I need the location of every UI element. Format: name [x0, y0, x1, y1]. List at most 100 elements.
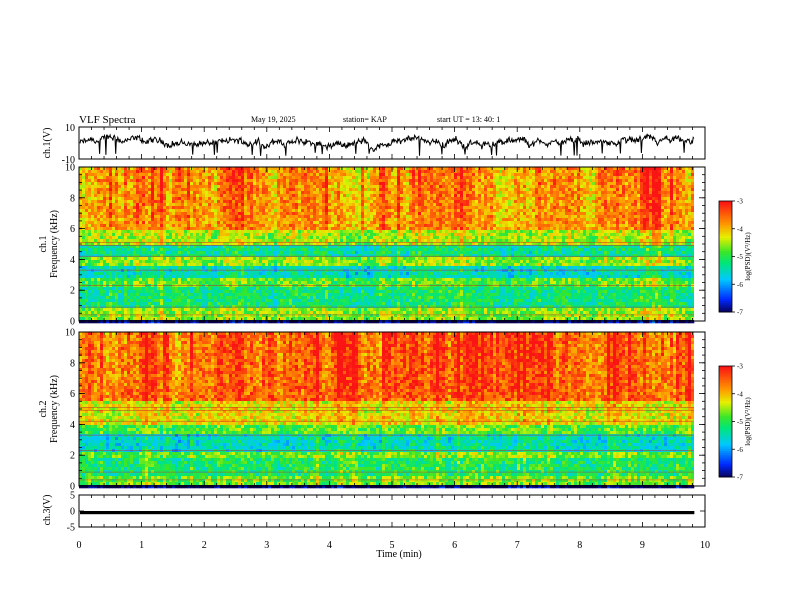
- spectrogram-cell: [640, 224, 644, 228]
- spectrogram-cell: [523, 200, 527, 204]
- spectrogram-cell: [673, 191, 677, 195]
- spectrogram-cell: [691, 203, 695, 207]
- spectrogram-cell: [202, 188, 206, 192]
- spectrogram-cell: [595, 233, 599, 237]
- spectrogram-cell: [493, 233, 497, 237]
- spectrogram-cell: [418, 209, 422, 213]
- spectrogram-cell: [124, 197, 128, 201]
- spectrogram-cell: [418, 176, 422, 180]
- spectrogram-cell: [295, 182, 299, 186]
- spectrogram-cell: [589, 212, 593, 216]
- spectrogram-cell: [136, 227, 140, 231]
- spectrogram-cell: [154, 218, 158, 222]
- spectrogram-cell: [523, 218, 527, 222]
- spectrogram-cell: [568, 221, 572, 225]
- spectrogram-cell: [382, 224, 386, 228]
- spectrogram-cell: [526, 206, 530, 210]
- spectrogram-cell: [517, 221, 521, 225]
- spectrogram-cell: [430, 227, 434, 231]
- spectrogram-cell: [79, 182, 83, 186]
- spectrogram-cell: [94, 185, 98, 189]
- spectrogram-cell: [115, 176, 119, 180]
- spectrogram-cell: [475, 200, 479, 204]
- spectrogram-cell: [592, 233, 596, 237]
- spectrogram-cell: [316, 215, 320, 219]
- spectrogram-cell: [412, 176, 416, 180]
- spectrogram-cell: [187, 209, 191, 213]
- spectrogram-cell: [466, 206, 470, 210]
- spectrogram-cell: [136, 215, 140, 219]
- spectrogram-cell: [586, 173, 590, 177]
- spectrogram-cell: [238, 170, 242, 174]
- spectrogram-cell: [445, 179, 449, 183]
- spectrogram-cell: [502, 179, 506, 183]
- spectrogram-cell: [544, 230, 548, 234]
- spectrogram-cell: [82, 179, 86, 183]
- spectrogram-cell: [556, 185, 560, 189]
- spectrogram-cell: [454, 185, 458, 189]
- spectrogram-cell: [478, 209, 482, 213]
- spectrogram-cell: [235, 185, 239, 189]
- spectrogram-cell: [481, 236, 485, 240]
- spectrogram-cell: [679, 188, 683, 192]
- spectrogram-cell: [574, 173, 578, 177]
- spectrogram-cell: [427, 182, 431, 186]
- spectrogram-cell: [466, 173, 470, 177]
- spectrogram-cell: [202, 233, 206, 237]
- spectrogram-cell: [94, 170, 98, 174]
- spectrogram-cell: [427, 209, 431, 213]
- spectrogram-cell: [688, 200, 692, 204]
- spectrogram-cell: [190, 221, 194, 225]
- spectrogram-cell: [646, 185, 650, 189]
- spectrogram-cell: [238, 191, 242, 195]
- spectrogram-cell: [367, 215, 371, 219]
- spectrogram-cell: [304, 224, 308, 228]
- spectrogram-cell: [625, 200, 629, 204]
- spectrogram-cell: [124, 188, 128, 192]
- spectrogram-cell: [283, 179, 287, 183]
- spectrogram-cell: [607, 176, 611, 180]
- spectrogram-cell: [238, 176, 242, 180]
- spectrogram-cell: [544, 215, 548, 219]
- spectrogram-cell: [307, 176, 311, 180]
- spectrogram-cell: [253, 224, 257, 228]
- spectrogram-cell: [523, 197, 527, 201]
- spectrogram-cell: [562, 230, 566, 234]
- spectrogram-cell: [517, 182, 521, 186]
- spectrogram-cell: [313, 194, 317, 198]
- spectrogram-cell: [202, 215, 206, 219]
- spectrogram-cell: [430, 170, 434, 174]
- spectrogram-cell: [472, 191, 476, 195]
- spectrogram-cell: [292, 170, 296, 174]
- spectrogram-cell: [484, 236, 488, 240]
- spectrogram-cell: [289, 188, 293, 192]
- spectrogram-cell: [142, 206, 146, 210]
- spectrogram-cell: [256, 233, 260, 237]
- spectrogram-cell: [409, 203, 413, 207]
- spectrogram-cell: [475, 236, 479, 240]
- spectrogram-cell: [529, 224, 533, 228]
- spectrogram-cell: [643, 197, 647, 201]
- spectrogram-cell: [358, 197, 362, 201]
- spectrogram-cell: [418, 218, 422, 222]
- spectrogram-cell: [676, 173, 680, 177]
- spectrogram-cell: [496, 236, 500, 240]
- spectrogram-cell: [310, 206, 314, 210]
- spectrogram-cell: [118, 218, 122, 222]
- spectrogram-cell: [181, 182, 185, 186]
- spectrogram-cell: [316, 194, 320, 198]
- spectrogram-cell: [223, 218, 227, 222]
- spectrogram-cell: [145, 206, 149, 210]
- spectrogram-cell: [571, 188, 575, 192]
- spectrogram-cell: [196, 206, 200, 210]
- spectrogram-cell: [280, 200, 284, 204]
- spectrogram-cell: [529, 173, 533, 177]
- spectrogram-cell: [520, 191, 524, 195]
- spectrogram-cell: [586, 209, 590, 213]
- spectrogram-cell: [211, 188, 215, 192]
- spectrogram-cell: [640, 218, 644, 222]
- spectrogram-cell: [403, 224, 407, 228]
- spectrogram-cell: [208, 194, 212, 198]
- spectrogram-cell: [352, 170, 356, 174]
- spectrogram-cell: [370, 215, 374, 219]
